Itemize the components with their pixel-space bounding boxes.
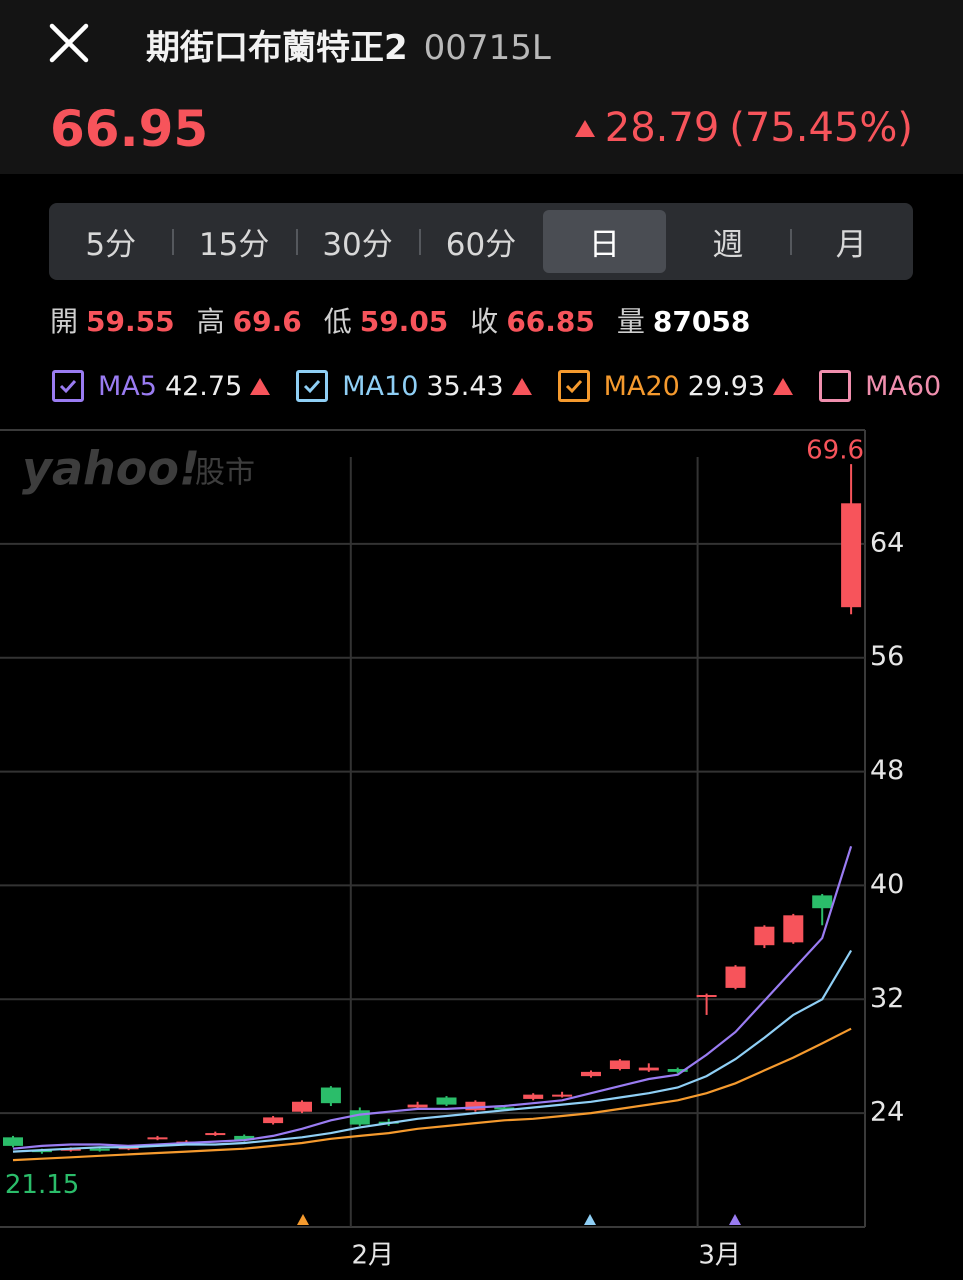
ma-line [12, 845, 853, 1150]
ohlc-label: 低 [323, 305, 352, 338]
ohlc-value: 59.05 [359, 305, 449, 338]
period-tab[interactable]: 15分 [172, 203, 295, 280]
legend-item[interactable]: MA5 42.75 [52, 370, 271, 402]
title-row: 期街口布蘭特正2 00715L [146, 20, 551, 69]
max-label: 69.6 [806, 436, 864, 466]
candle-body [841, 503, 862, 608]
x-tick-label: 3月 [698, 1241, 741, 1271]
candle-body [754, 926, 775, 946]
checkbox[interactable] [557, 370, 590, 402]
signal-marker [729, 1214, 741, 1225]
candle-body [783, 915, 804, 943]
candle-body [89, 1148, 110, 1151]
period-tab[interactable]: 30分 [295, 203, 419, 280]
y-tick-label: 40 [870, 869, 904, 900]
candle-body [234, 1135, 255, 1141]
candle-body [292, 1101, 312, 1112]
ma-line [12, 949, 853, 1153]
candle-body [436, 1097, 457, 1105]
watermark-brand: yahoo! [22, 442, 200, 496]
ohlc-label: 開 [50, 305, 79, 338]
close-button[interactable] [48, 22, 90, 64]
candle-body [581, 1071, 601, 1077]
signal-marker [297, 1214, 309, 1225]
candle-body [812, 895, 833, 909]
ohlc-value: 69.6 [232, 305, 302, 338]
check-mark [565, 379, 582, 394]
candle-body [263, 1117, 284, 1124]
candle-body [696, 995, 717, 998]
candle-body [320, 1087, 341, 1104]
candle-body [407, 1104, 428, 1108]
ohlc-label: 量 [616, 305, 645, 338]
y-tick-label: 56 [870, 641, 904, 672]
check-mark [304, 379, 321, 394]
watermark-label: 股市 [195, 456, 255, 491]
candle-body [494, 1107, 515, 1110]
legend-name: MA5 [98, 370, 157, 402]
ohlc-value: 59.55 [86, 305, 175, 338]
candle-body [147, 1137, 168, 1140]
change-percent: (75.45%) [729, 105, 913, 151]
period-tab[interactable]: 5分 [85, 227, 137, 263]
period-tab[interactable]: 月 [789, 203, 913, 280]
price: 66.95 [50, 100, 209, 158]
ohlc-value: 87058 [652, 305, 751, 338]
period-tab[interactable]: 週 [712, 227, 744, 263]
title: 期街口布蘭特正2 [146, 28, 408, 68]
candle-body [523, 1094, 544, 1099]
checkbox[interactable] [819, 370, 852, 402]
legend-item[interactable]: MA60 [819, 370, 941, 402]
candle-body [609, 1060, 630, 1070]
y-tick-label: 32 [870, 983, 904, 1014]
min-label: 21.15 [5, 1170, 79, 1200]
checkbox[interactable] [52, 370, 84, 402]
signal-marker [584, 1214, 596, 1225]
candle-body [349, 1110, 370, 1125]
ohlc-value: 66.85 [506, 305, 595, 338]
candle-body [3, 1137, 23, 1146]
candle-body [638, 1067, 659, 1071]
legend-name: MA20 [603, 370, 680, 402]
y-tick-label: 24 [870, 1097, 904, 1128]
y-tick-label: 48 [870, 755, 904, 786]
period-tab[interactable]: 日 [542, 210, 667, 273]
stock-code: 00715L [423, 28, 551, 68]
candle-body [552, 1094, 573, 1097]
legend-name: MA10 [342, 370, 419, 402]
change-value: 28.79 [604, 105, 720, 151]
up-arrow [574, 119, 595, 137]
legend-name: MA60 [865, 370, 942, 402]
y-tick-label: 64 [870, 527, 904, 558]
legend-arrow [773, 377, 794, 395]
candle-body [667, 1069, 688, 1072]
candle-body [725, 966, 746, 988]
ma-legend: MA5 42.75 MA10 35.43 MA20 29.93 MA60 [52, 364, 963, 408]
ma-line [12, 1027, 852, 1162]
checkbox[interactable] [296, 370, 329, 402]
legend-arrow [250, 377, 271, 395]
period-tab[interactable]: 60分 [419, 203, 542, 280]
legend-value: 29.93 [687, 370, 766, 402]
header: 期街口布蘭特正2 00715L 66.95 28.79 (75.45%) [0, 0, 963, 174]
legend-value: 35.43 [426, 370, 504, 402]
ohlc-summary: 開 59.55 高 69.6 低 59.05 收 66.85 量 87058 [50, 300, 750, 340]
ohlc-label: 收 [470, 305, 499, 338]
legend-value: 42.75 [164, 370, 243, 402]
ohlc-label: 高 [196, 305, 225, 338]
legend-item[interactable]: MA20 29.93 [557, 370, 794, 402]
period-tabs: 5分 15分 30分 60分日 週 月 [49, 203, 913, 280]
change: 28.79 (75.45%) [574, 105, 913, 151]
check-mark [59, 379, 77, 394]
legend-arrow [511, 377, 532, 395]
candle-body [465, 1101, 486, 1111]
legend-item[interactable]: MA10 35.43 [296, 370, 532, 402]
x-tick-label: 2月 [352, 1241, 395, 1271]
candle-body [205, 1133, 226, 1136]
